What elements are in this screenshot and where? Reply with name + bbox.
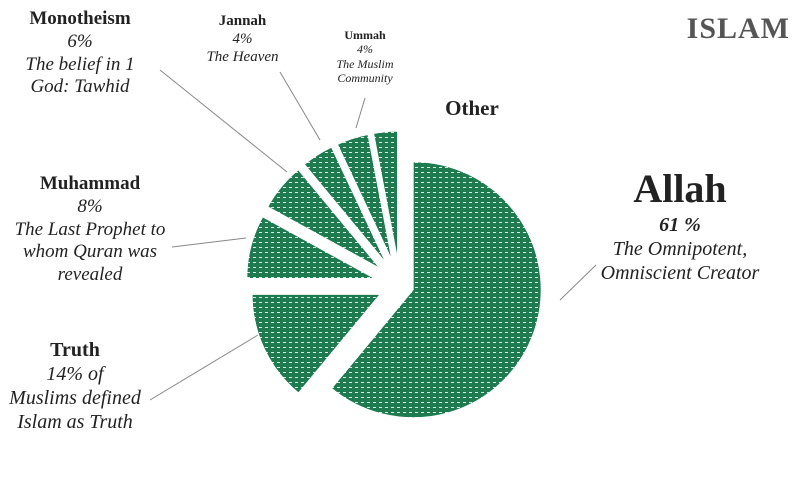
value-label: 8% bbox=[77, 195, 103, 217]
pie-slice bbox=[372, 130, 399, 260]
category-name: Muhammad bbox=[39, 173, 141, 194]
slice-label: Truth 14% of Muslims defined Islam as Trut… bbox=[0, 338, 150, 434]
category-name: Other bbox=[445, 96, 499, 120]
category-name: Jannah bbox=[218, 13, 267, 29]
description: The Heaven bbox=[206, 49, 279, 65]
category-name: Truth bbox=[50, 339, 100, 361]
value-label: 4% bbox=[232, 31, 253, 47]
slice-label: Ummah 4% The Muslim Community bbox=[320, 28, 410, 86]
slice-label: Allah 61 % The Omnipotent, Omniscient Crea… bbox=[600, 165, 760, 285]
value-label: 4% bbox=[357, 42, 373, 57]
value-label: 6% bbox=[67, 30, 93, 52]
description: The Omnipotent, Omniscient Creator bbox=[600, 238, 760, 284]
pie-slice bbox=[330, 161, 542, 419]
description: The Muslim Community bbox=[336, 56, 394, 86]
leader-lines bbox=[149, 69, 597, 401]
description: Muslims defined Islam as Truth bbox=[9, 387, 141, 433]
slice-label: Other bbox=[432, 96, 512, 121]
category-name: Ummah bbox=[344, 28, 386, 42]
description: The belief in 1 God: Tawhid bbox=[25, 53, 135, 98]
pie-slice bbox=[267, 169, 381, 269]
slice-label: Monotheism 6% The belief in 1 God: Tawhid bbox=[5, 8, 155, 99]
chart-title: ISLAM bbox=[686, 12, 790, 45]
slice-label: Muhammad 8% The Last Prophet to whom Quran… bbox=[5, 173, 175, 287]
value-label: 14% of bbox=[46, 363, 104, 385]
value-label: 61 % bbox=[659, 214, 701, 236]
slice-label: Jannah 4% The Heaven bbox=[195, 12, 290, 66]
pie-slice bbox=[336, 133, 393, 261]
pie-slice bbox=[251, 293, 382, 394]
pie-slice bbox=[303, 146, 387, 264]
description: The Last Prophet to whom Quran was revea… bbox=[14, 218, 166, 286]
category-name: Allah bbox=[633, 166, 727, 211]
pie-slice bbox=[246, 216, 376, 280]
category-name: Monotheism bbox=[29, 8, 131, 29]
